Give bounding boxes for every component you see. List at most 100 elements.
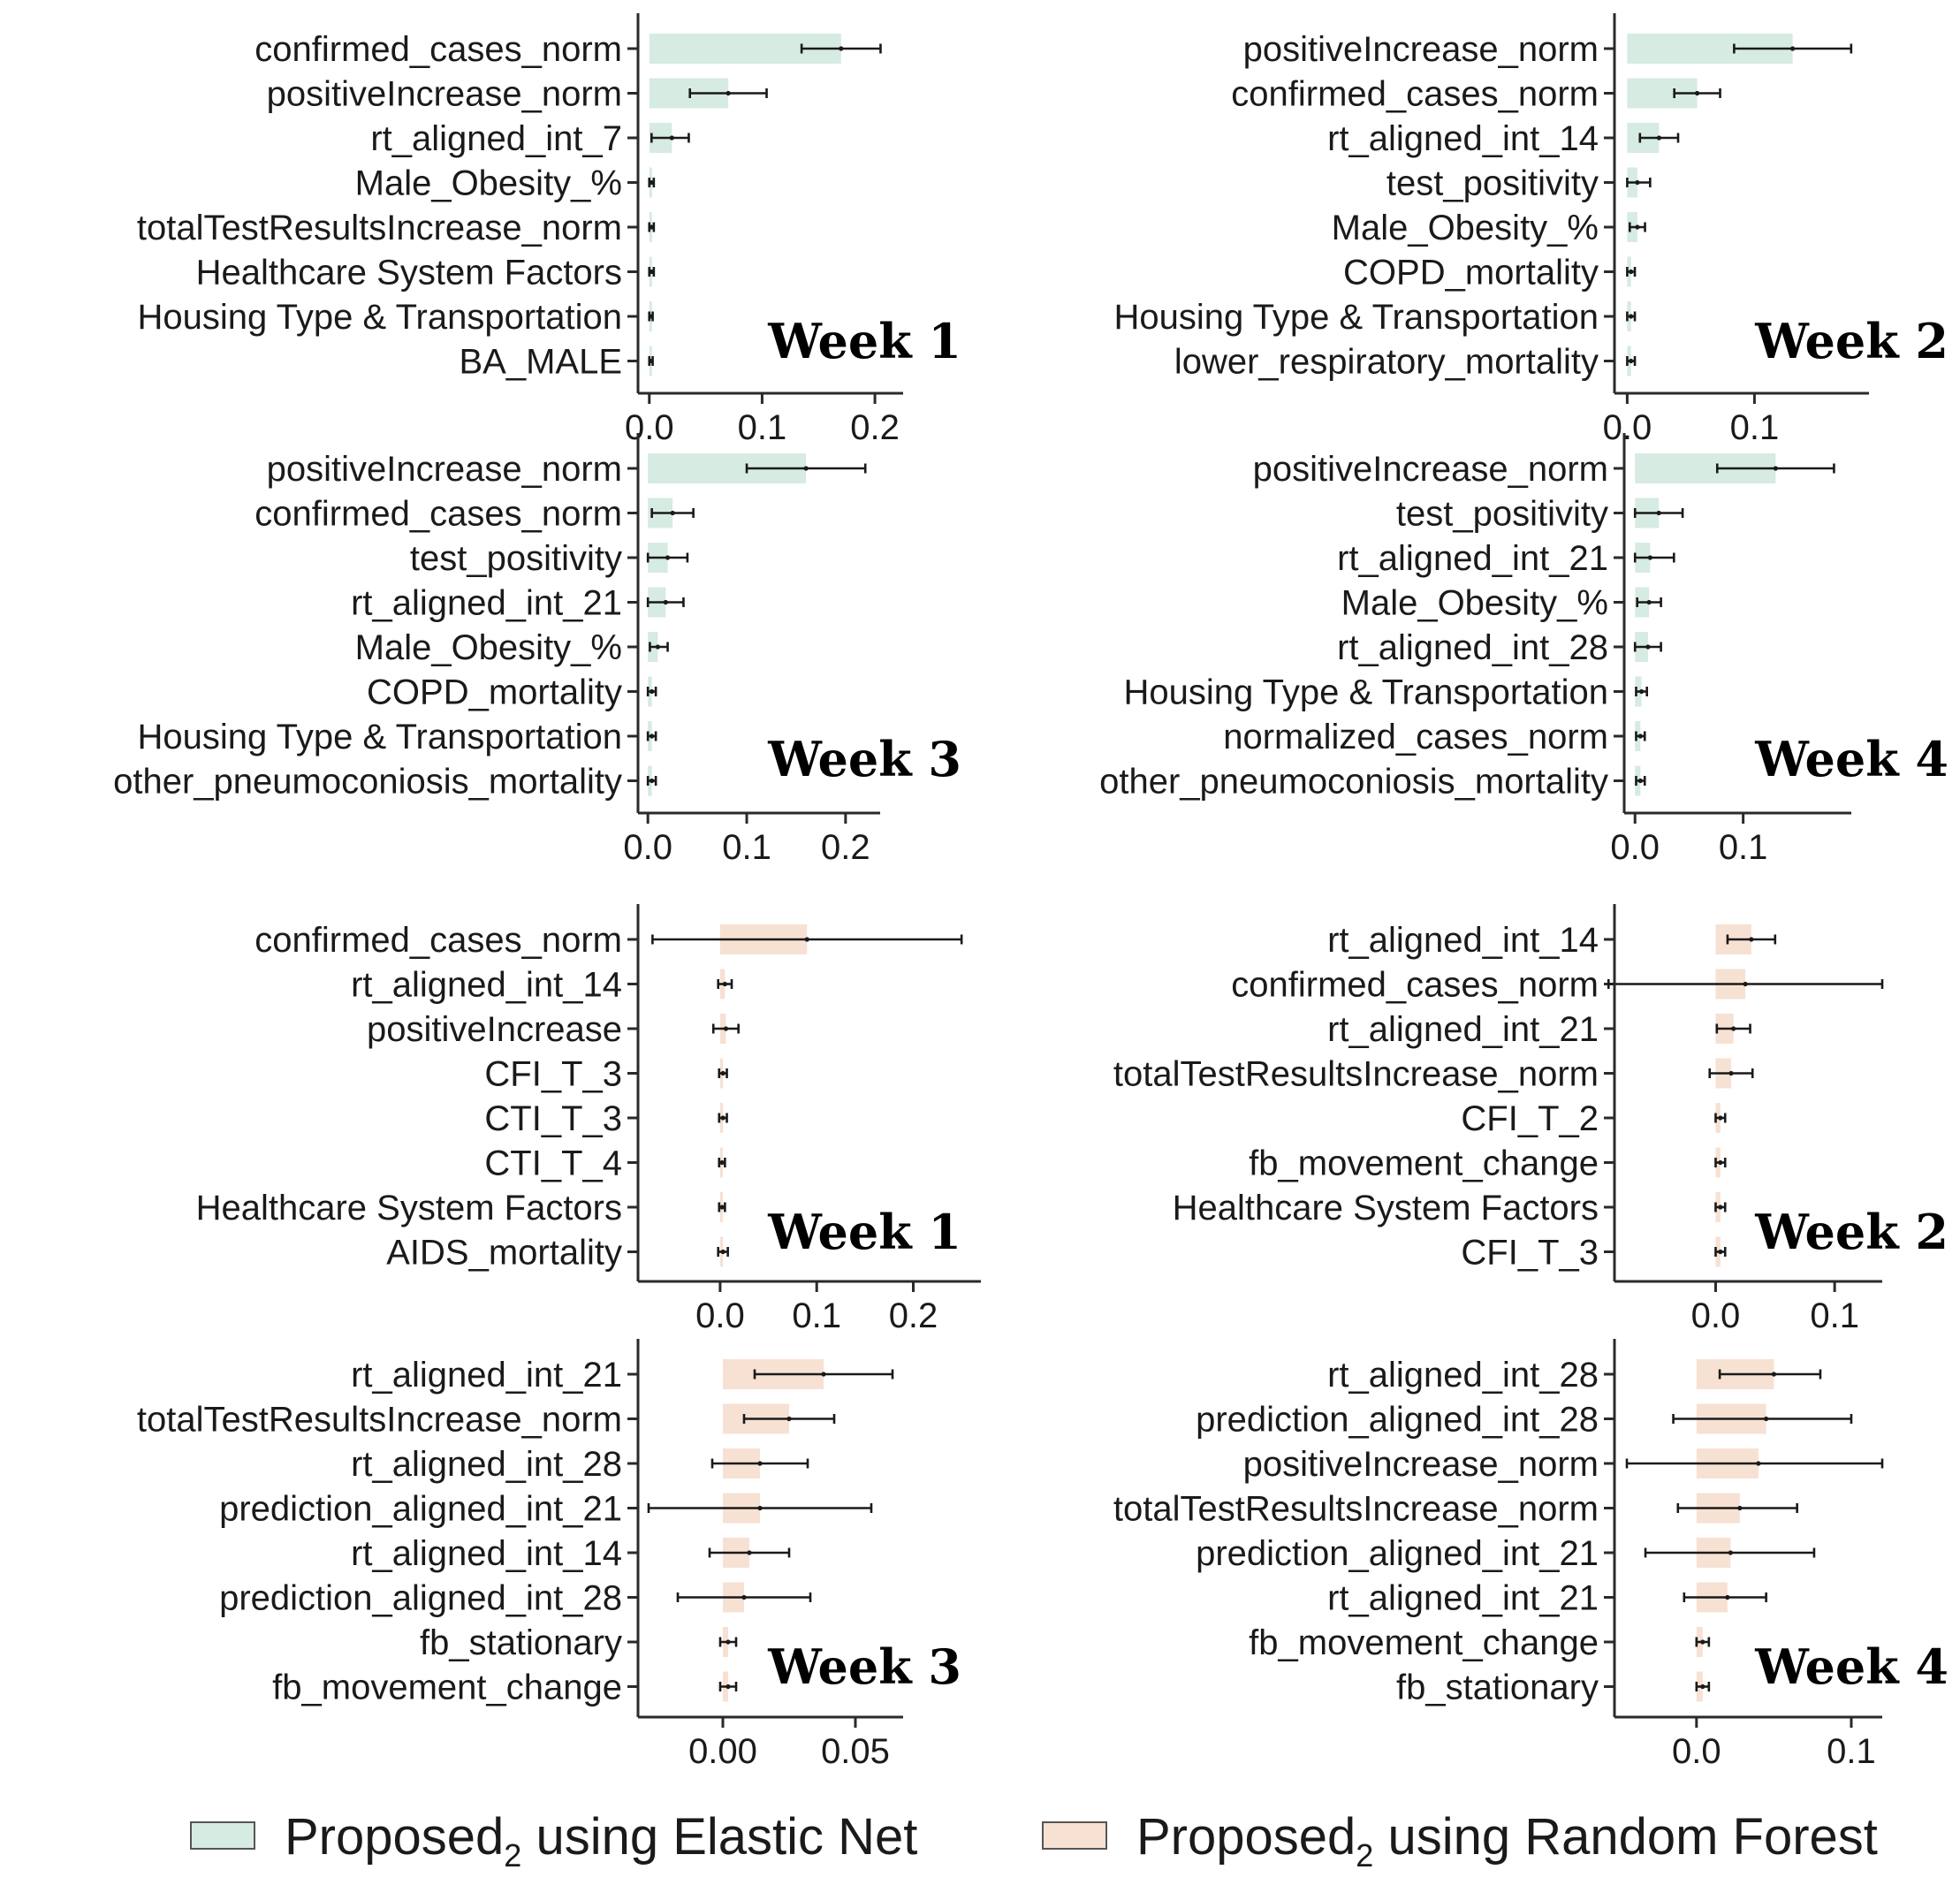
panel-elastic-net-week-1: confirmed_cases_norm positiveIncrease_nor… [137, 13, 961, 447]
point-estimate [648, 314, 653, 319]
feature-label: Housing Type & Transportation [1114, 298, 1599, 337]
point-estimate [803, 466, 809, 471]
feature-label: rt_aligned_int_14 [1327, 921, 1599, 960]
feature-label: CFI_T_2 [1461, 1099, 1599, 1138]
point-estimate [821, 1372, 826, 1377]
feature-label: rt_aligned_int_28 [1337, 628, 1608, 667]
week-label: Week 1 [767, 1204, 961, 1260]
point-estimate [1737, 1505, 1743, 1511]
panel-elastic-net-week-3: positiveIncrease_norm confirmed_cases_nor… [113, 433, 961, 867]
x-tick-label: 0.1 [1730, 408, 1780, 447]
point-estimate [757, 1461, 763, 1466]
point-estimate [1718, 1249, 1723, 1255]
x-tick-label: 0.0 [1672, 1732, 1721, 1771]
feature-label: Male_Obesity_% [355, 628, 622, 667]
feature-label: test_positivity [1386, 164, 1599, 203]
feature-label: Male_Obesity_% [1341, 584, 1608, 623]
feature-label: positiveIncrease [367, 1010, 622, 1049]
point-estimate [1718, 1205, 1723, 1210]
x-tick-label: 0.1 [792, 1296, 841, 1335]
feature-label: totalTestResultsIncrease_norm [1113, 1490, 1599, 1529]
feature-label: other_pneumoconiosis_mortality [113, 763, 622, 802]
point-estimate [1718, 1159, 1723, 1166]
point-estimate [1743, 981, 1748, 987]
point-estimate [648, 358, 653, 364]
point-estimate [1635, 179, 1640, 186]
feature-label: prediction_aligned_int_28 [1196, 1401, 1599, 1440]
panels: confirmed_cases_norm positiveIncrease_nor… [113, 13, 1949, 1771]
point-estimate [1764, 1416, 1769, 1422]
x-tick-label: 0.1 [1827, 1732, 1876, 1771]
point-estimate [1773, 466, 1778, 471]
legend-label-random-forest: Proposed2 using Random Forest [1136, 1808, 1878, 1874]
point-estimate [1645, 644, 1651, 650]
x-tick-label: 0.1 [1810, 1296, 1859, 1335]
point-estimate [757, 1505, 763, 1511]
x-tick-label: 0.2 [821, 828, 870, 867]
point-estimate [747, 1550, 752, 1555]
legend-label-elastic-net-subscript: 2 [504, 1837, 521, 1874]
feature-label: other_pneumoconiosis_mortality [1099, 763, 1608, 802]
point-estimate [1629, 358, 1634, 364]
point-estimate [1638, 688, 1645, 695]
point-estimate [670, 510, 675, 516]
point-estimate [1756, 1461, 1761, 1466]
legend: Proposed2 using Elastic Net Proposed2 us… [190, 1808, 1878, 1874]
legend-label-random-forest-prefix: Proposed [1136, 1808, 1356, 1866]
point-estimate [1637, 733, 1643, 739]
point-estimate [1637, 778, 1643, 784]
point-estimate [649, 224, 654, 230]
feature-label: confirmed_cases_norm [1231, 75, 1599, 114]
feature-label: lower_respiratory_mortality [1174, 343, 1599, 382]
feature-label: positiveIncrease_norm [267, 75, 622, 114]
feature-label: totalTestResultsIncrease_norm [137, 209, 622, 247]
point-estimate [1629, 269, 1634, 275]
feature-label: CFI_T_3 [484, 1055, 622, 1094]
point-estimate [1790, 46, 1796, 51]
legend-swatch-random-forest [1042, 1821, 1107, 1850]
point-estimate [720, 1249, 726, 1255]
feature-label: prediction_aligned_int_21 [1196, 1534, 1599, 1573]
point-estimate [1731, 1026, 1736, 1031]
point-estimate [669, 135, 674, 141]
feature-label: Healthcare System Factors [196, 254, 622, 293]
x-tick-label: 0.05 [821, 1732, 890, 1771]
x-tick-label: 0.0 [695, 1296, 745, 1335]
feature-label: positiveIncrease_norm [1243, 30, 1599, 69]
week-label: Week 3 [767, 731, 961, 787]
x-tick-label: 0.00 [688, 1732, 757, 1771]
feature-label: rt_aligned_int_14 [351, 966, 622, 1005]
legend-label-random-forest-suffix: using Random Forest [1373, 1808, 1878, 1866]
feature-label: Male_Obesity_% [1332, 209, 1599, 247]
point-estimate [741, 1594, 747, 1600]
point-estimate [649, 269, 654, 275]
point-estimate [1771, 1372, 1776, 1377]
point-estimate [726, 1639, 731, 1645]
point-estimate [1700, 1639, 1706, 1645]
x-tick-label: 0.0 [625, 408, 674, 447]
point-estimate [1718, 1115, 1723, 1121]
feature-label: confirmed_cases_norm [254, 30, 622, 69]
feature-label: Housing Type & Transportation [138, 718, 622, 756]
week-label: Week 4 [1754, 1638, 1949, 1695]
point-estimate [786, 1416, 792, 1422]
week-label: Week 3 [767, 1638, 961, 1695]
x-tick-label: 0.1 [738, 408, 787, 447]
panel-elastic-net-week-2: positiveIncrease_norm confirmed_cases_nor… [1114, 13, 1949, 447]
point-estimate [1646, 599, 1652, 605]
feature-label: totalTestResultsIncrease_norm [137, 1401, 622, 1440]
week-label: Week 2 [1754, 1204, 1949, 1260]
legend-swatch-elastic-net [190, 1821, 255, 1850]
point-estimate [720, 1070, 726, 1076]
feature-label: rt_aligned_int_21 [1337, 539, 1608, 578]
point-estimate [1749, 937, 1754, 942]
point-estimate [804, 937, 809, 942]
feature-label: rt_aligned_int_14 [1327, 119, 1599, 158]
feature-label: confirmed_cases_norm [254, 495, 622, 534]
feature-label: fb_movement_change [1249, 1623, 1599, 1662]
feature-label: rt_aligned_int_21 [1327, 1010, 1599, 1049]
point-estimate [720, 1115, 726, 1121]
point-estimate [1647, 555, 1652, 560]
feature-label: test_positivity [410, 539, 622, 578]
feature-label: rt_aligned_int_21 [351, 1356, 622, 1395]
